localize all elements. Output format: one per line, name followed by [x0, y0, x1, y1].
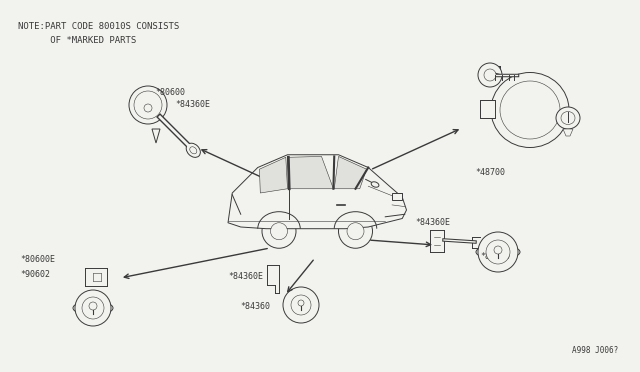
Text: *84360E: *84360E — [415, 218, 450, 227]
Text: *84360: *84360 — [240, 302, 270, 311]
Circle shape — [494, 246, 502, 254]
Text: *90602: *90602 — [20, 270, 50, 279]
Circle shape — [478, 63, 502, 87]
Ellipse shape — [491, 73, 569, 148]
Circle shape — [298, 300, 304, 306]
Circle shape — [283, 287, 319, 323]
Circle shape — [89, 302, 97, 310]
Ellipse shape — [556, 107, 580, 129]
Circle shape — [82, 297, 104, 319]
Ellipse shape — [561, 112, 575, 125]
Text: A998 J006?: A998 J006? — [572, 346, 618, 355]
Circle shape — [262, 214, 296, 248]
Ellipse shape — [144, 104, 152, 112]
Ellipse shape — [189, 147, 197, 154]
Circle shape — [484, 69, 496, 81]
Circle shape — [347, 223, 364, 240]
Circle shape — [291, 295, 311, 315]
Ellipse shape — [371, 182, 379, 187]
Polygon shape — [334, 157, 367, 189]
Polygon shape — [152, 129, 160, 143]
Circle shape — [75, 290, 111, 326]
Text: *48700: *48700 — [475, 168, 505, 177]
Text: *80600: *80600 — [155, 88, 185, 97]
Ellipse shape — [500, 81, 560, 139]
Text: NOTE:PART CODE 80010S CONSISTS: NOTE:PART CODE 80010S CONSISTS — [18, 22, 179, 31]
Polygon shape — [287, 157, 333, 189]
Polygon shape — [228, 155, 406, 229]
Ellipse shape — [73, 301, 113, 315]
Ellipse shape — [186, 143, 200, 157]
Polygon shape — [563, 129, 573, 136]
Text: *84360E: *84360E — [228, 272, 263, 281]
Bar — [480, 100, 495, 118]
Bar — [392, 193, 403, 200]
Polygon shape — [259, 157, 287, 193]
Text: *80600: *80600 — [480, 252, 510, 261]
Ellipse shape — [476, 245, 520, 259]
Text: *84360E: *84360E — [175, 100, 210, 109]
Circle shape — [486, 240, 510, 264]
Circle shape — [271, 223, 287, 240]
Ellipse shape — [134, 91, 162, 119]
Text: OF *MARKED PARTS: OF *MARKED PARTS — [18, 36, 136, 45]
Bar — [484, 66, 500, 78]
Circle shape — [339, 214, 372, 248]
Circle shape — [478, 232, 518, 272]
Text: *80600E: *80600E — [20, 255, 55, 264]
Ellipse shape — [129, 86, 167, 124]
